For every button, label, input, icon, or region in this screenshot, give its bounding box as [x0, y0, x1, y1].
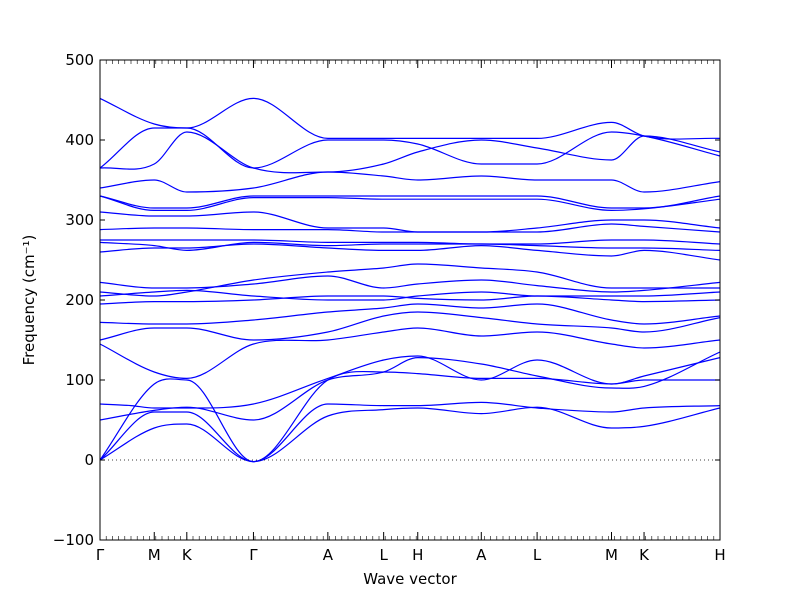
y-axis-label: Frequency (cm⁻¹): [20, 235, 38, 366]
y-tick-label: 400: [65, 131, 94, 149]
x-tick-label-H: H: [714, 546, 725, 564]
band-line-20: [100, 171, 720, 193]
y-tick-label: 300: [65, 211, 94, 229]
y-tick-label: −100: [53, 531, 94, 549]
band-line-15: [100, 239, 720, 245]
x-tick-label-L: L: [533, 546, 542, 564]
band-line-8: [100, 303, 720, 325]
y-tick-label: 100: [65, 371, 94, 389]
x-tick-label-Γ: Γ: [249, 546, 258, 564]
band-line-9: [100, 295, 720, 305]
band-line-11: [100, 275, 720, 293]
band-line-17: [100, 211, 720, 233]
x-axis-label: Wave vector: [363, 570, 457, 588]
plot-frame: [99, 59, 721, 541]
band-line-19: [100, 195, 720, 209]
band-line-7: [100, 311, 720, 341]
y-tick-label: 0: [84, 451, 94, 469]
band-line-14: [100, 241, 720, 252]
band-line-2: [100, 401, 720, 463]
x-tick-label-A: A: [323, 546, 334, 564]
band-line-5: [100, 351, 720, 421]
band-line-10: [100, 289, 720, 301]
x-tick-label-K: K: [639, 546, 650, 564]
band-line-12: [100, 263, 720, 297]
x-tick-label-L: L: [379, 546, 388, 564]
x-tick-label-K: K: [182, 546, 193, 564]
band-line-1: [100, 406, 720, 463]
band-line-16: [100, 223, 720, 233]
x-tick-label-M: M: [605, 546, 618, 564]
band-line-6: [100, 327, 720, 380]
series-layer: [100, 97, 720, 463]
x-tick-label-Γ: Γ: [96, 546, 105, 564]
band-line-23: [100, 97, 720, 140]
band-line-4: [100, 355, 720, 409]
band-line-21: [100, 131, 720, 174]
band-line-13: [100, 243, 720, 261]
y-tick-label: 200: [65, 291, 94, 309]
x-tick-label-H: H: [412, 546, 423, 564]
x-tick-label-A: A: [476, 546, 487, 564]
x-tick-label-M: M: [148, 546, 161, 564]
y-tick-label: 500: [65, 51, 94, 69]
band-line-18: [100, 195, 720, 212]
